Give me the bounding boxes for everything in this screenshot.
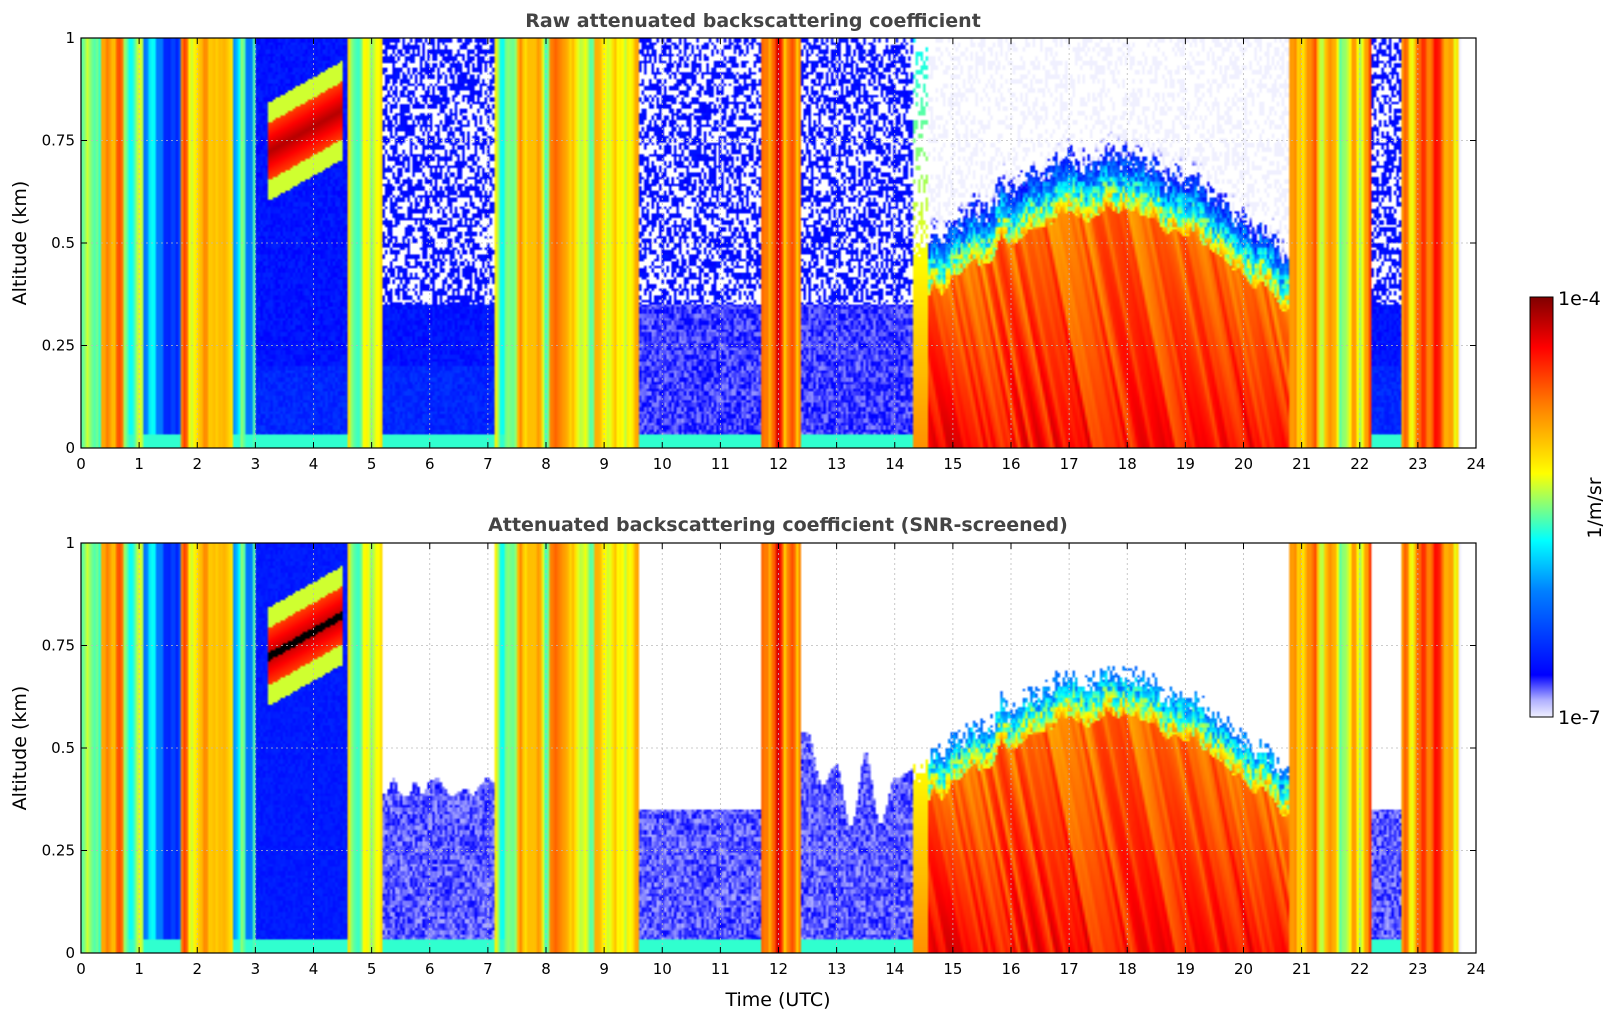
grid-screened (81, 543, 1476, 953)
y-tick-label: 1 (65, 29, 75, 47)
colorbar-ramp (1529, 296, 1554, 718)
x-tick-label: 10 (653, 455, 672, 473)
x-tick-label: 17 (1060, 960, 1079, 978)
x-tick-label: 7 (483, 455, 493, 473)
colorbar-min-label: 1e-7 (1558, 707, 1601, 729)
grid-raw (81, 38, 1476, 448)
x-tick-label: 24 (1466, 455, 1485, 473)
x-tick-label: 14 (885, 960, 904, 978)
x-ticks-raw: 0 1 2 3 4 5 6 7 8 9 10 11 12 13 14 15 16 17 18 19 20 21 22 23 24 (76, 38, 1486, 473)
x-tick-label: 24 (1466, 960, 1485, 978)
x-tick-label: 1 (134, 960, 144, 978)
x-tick-label: 9 (599, 960, 609, 978)
y-tick-label: 1 (65, 534, 75, 552)
x-tick-label: 13 (827, 455, 846, 473)
y-ticks-raw: 0 0.25 0.5 0.75 1 (42, 29, 1476, 457)
colorbar-unit-label: 1/m/sr (1584, 477, 1606, 538)
x-axis-label: Time (UTC) (724, 989, 830, 1011)
x-tick-label: 18 (1118, 455, 1137, 473)
x-tick-label: 20 (1234, 960, 1253, 978)
y-tick-label: 0.25 (42, 337, 75, 355)
x-tick-label: 5 (367, 455, 377, 473)
chart-title-screened: Attenuated backscattering coefficient (S… (488, 514, 1068, 536)
x-tick-label: 1 (134, 455, 144, 473)
x-tick-label: 5 (367, 960, 377, 978)
x-tick-label: 22 (1350, 455, 1369, 473)
x-tick-label: 21 (1292, 960, 1311, 978)
x-tick-label: 6 (425, 455, 435, 473)
x-tick-label: 17 (1060, 455, 1079, 473)
x-ticks-screened: 0 1 2 3 4 5 6 7 8 9 10 11 12 13 14 15 16 17 18 19 20 21 22 23 24 (76, 543, 1486, 978)
x-tick-label: 12 (769, 455, 788, 473)
x-tick-label: 4 (309, 960, 319, 978)
x-tick-label: 9 (599, 455, 609, 473)
x-tick-label: 10 (653, 960, 672, 978)
chart-panel-screened: Attenuated backscattering coefficient (S… (9, 514, 1486, 1011)
y-tick-label: 0.75 (42, 637, 75, 655)
x-tick-label: 22 (1350, 960, 1369, 978)
colorbar: 1e-4 1e-7 1/m/sr (1529, 288, 1606, 729)
y-axis-label-raw: Altitude (km) (9, 181, 31, 306)
x-tick-label: 3 (251, 960, 261, 978)
x-tick-label: 19 (1176, 455, 1195, 473)
y-tick-label: 0.75 (42, 132, 75, 150)
x-tick-label: 15 (943, 455, 962, 473)
y-tick-label: 0 (65, 944, 75, 962)
x-tick-label: 8 (541, 455, 551, 473)
x-tick-label: 20 (1234, 455, 1253, 473)
y-tick-label: 0.5 (51, 739, 75, 757)
x-tick-label: 4 (309, 455, 319, 473)
x-tick-label: 0 (76, 960, 86, 978)
x-tick-label: 18 (1118, 960, 1137, 978)
chart-panel-raw: Raw attenuated backscattering coefficien… (9, 10, 1486, 473)
x-tick-label: 12 (769, 960, 788, 978)
x-tick-label: 6 (425, 960, 435, 978)
x-tick-label: 16 (1001, 455, 1020, 473)
chart-title-raw: Raw attenuated backscattering coefficien… (525, 10, 981, 32)
x-tick-label: 0 (76, 455, 86, 473)
x-tick-label: 2 (192, 455, 202, 473)
x-tick-label: 11 (711, 960, 730, 978)
y-axis-label-screened: Altitude (km) (9, 686, 31, 811)
x-tick-label: 16 (1001, 960, 1020, 978)
x-tick-label: 19 (1176, 960, 1195, 978)
x-tick-label: 13 (827, 960, 846, 978)
x-tick-label: 3 (251, 455, 261, 473)
y-ticks-screened: 0 0.25 0.5 0.75 1 (42, 534, 1476, 962)
colorbar-max-label: 1e-4 (1558, 288, 1601, 310)
x-tick-label: 23 (1408, 960, 1427, 978)
y-tick-label: 0.25 (42, 842, 75, 860)
x-tick-label: 8 (541, 960, 551, 978)
x-tick-label: 23 (1408, 455, 1427, 473)
y-tick-label: 0 (65, 439, 75, 457)
x-tick-label: 2 (192, 960, 202, 978)
x-tick-label: 15 (943, 960, 962, 978)
x-tick-label: 11 (711, 455, 730, 473)
x-tick-label: 21 (1292, 455, 1311, 473)
x-tick-label: 7 (483, 960, 493, 978)
y-tick-label: 0.5 (51, 234, 75, 252)
x-tick-label: 14 (885, 455, 904, 473)
